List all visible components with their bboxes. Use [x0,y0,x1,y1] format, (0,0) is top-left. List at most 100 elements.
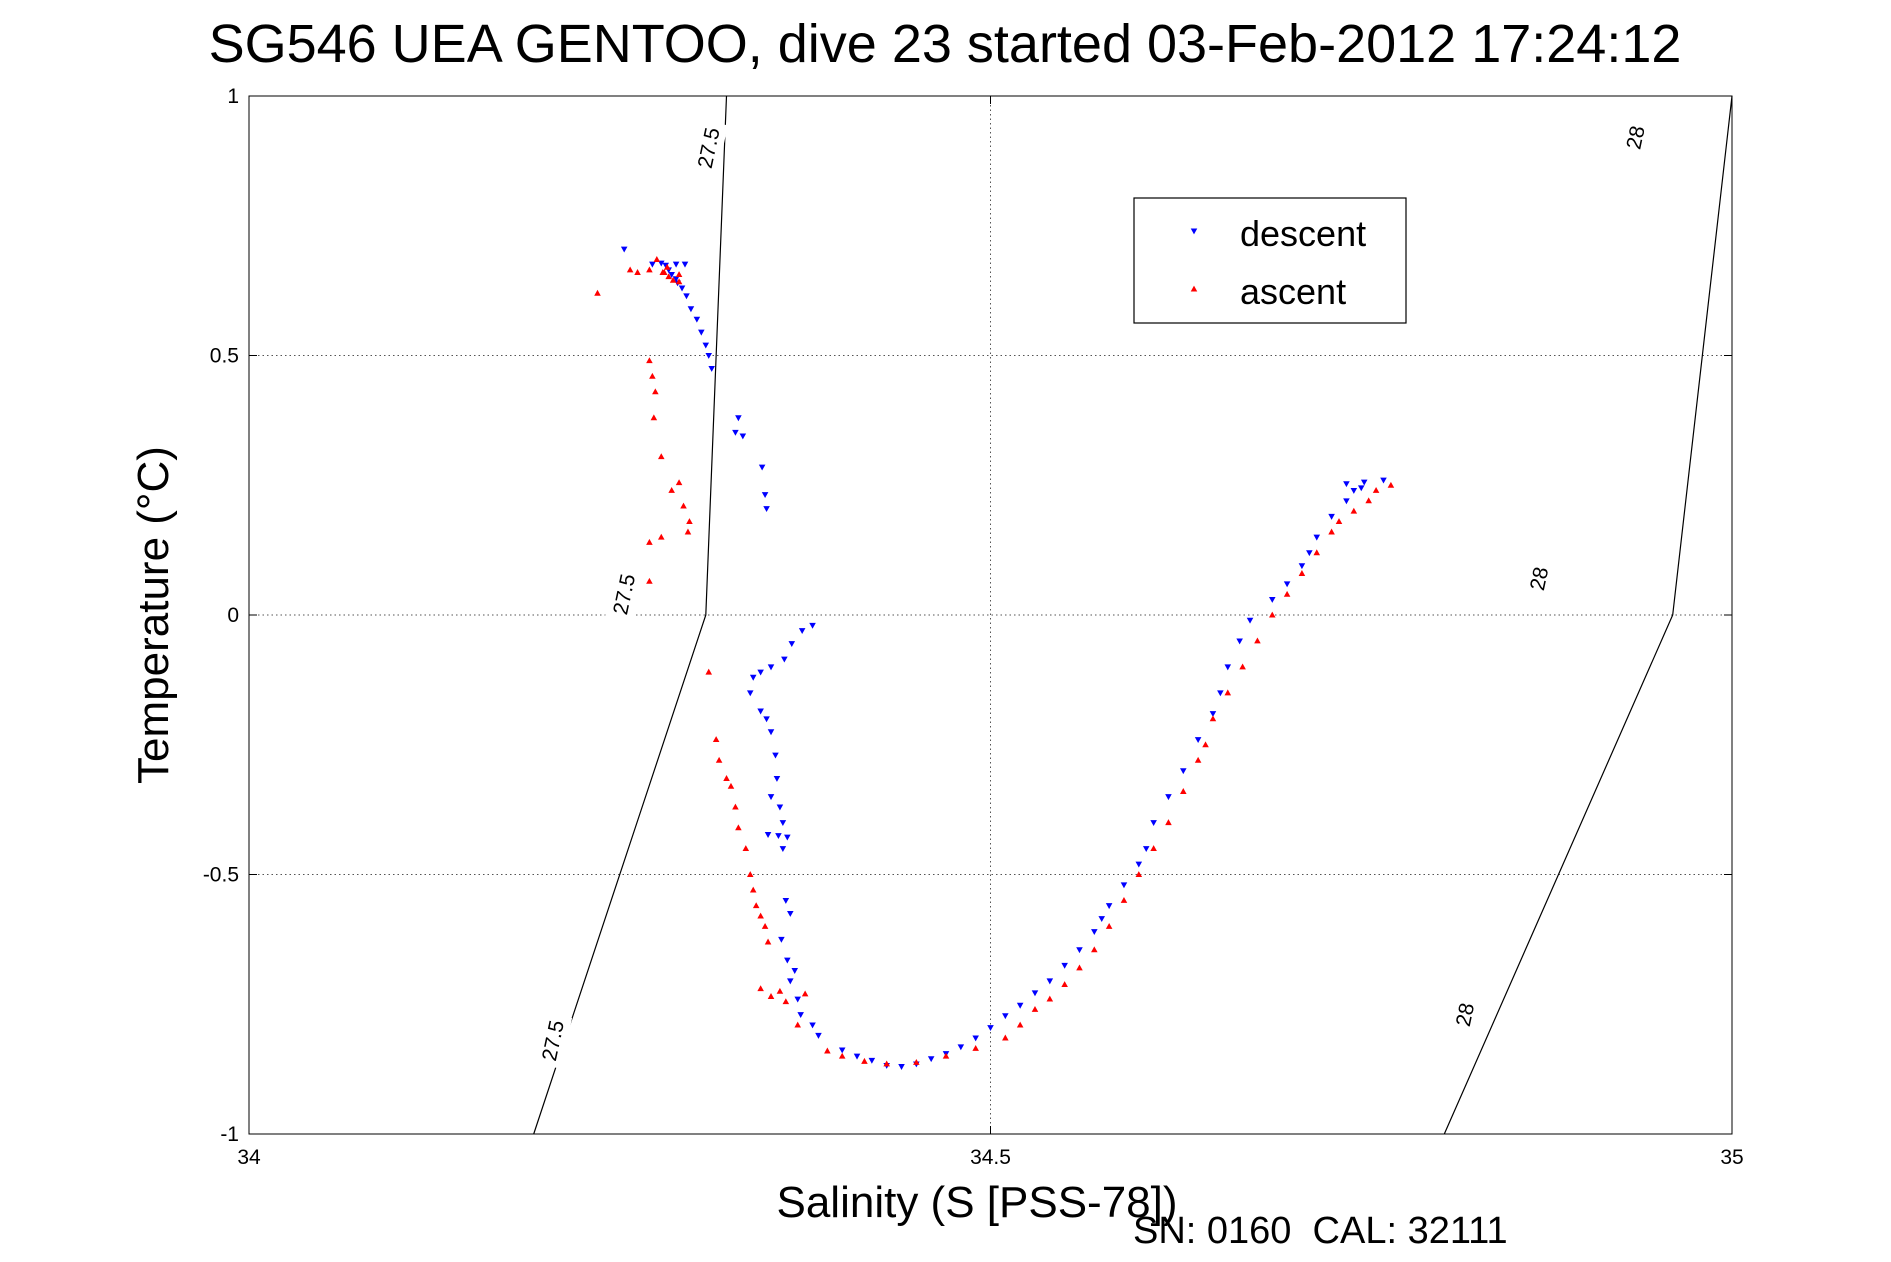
descent-point [853,1053,861,1060]
descent-point [746,690,754,697]
ascent-point [782,998,790,1005]
descent-point [779,820,787,827]
ascent-point [735,824,742,831]
descent-point [1306,550,1313,557]
descent-point [649,261,656,268]
ascent-point [705,668,713,675]
descent-point [797,1012,804,1019]
x-tick-label: 34.5 [970,1146,1011,1169]
ascent-point [657,533,665,540]
descent-point [1343,498,1350,505]
chart-title: SG546 UEA GENTOO, dive 23 started 03-Feb… [209,14,1682,74]
ascent-point [1268,611,1276,618]
descent-point [1217,690,1224,697]
x-tick-label: 34 [237,1146,261,1169]
ascent-point [1313,549,1321,556]
ascent-point [1135,871,1143,877]
descent-point [1091,929,1098,936]
isopycnal-label: 28 [1622,124,1649,152]
ascent-point [761,922,769,929]
ascent-point [883,1060,890,1067]
descent-point [1076,947,1083,954]
y-tick-label: 0 [227,604,239,627]
descent-point [1105,903,1113,910]
ascent-point [680,502,687,509]
descent-point [767,794,775,801]
y-tick-label: 0.5 [210,345,239,368]
descent-point [784,834,791,841]
y-tick-label: 1 [227,85,239,108]
descent-point [702,342,710,349]
descent-point [1194,737,1202,743]
ascent-point [646,577,653,584]
legend-label-descent: descent [1240,213,1366,254]
ascent-point [1209,715,1217,722]
descent-point [778,936,785,943]
ascent-point [652,388,659,395]
ascent-point [626,266,634,273]
ascent-point [668,487,675,493]
descent-point [987,1025,994,1032]
descent-point [739,433,747,440]
ascent-point [1061,981,1068,988]
ascent-point [650,414,658,421]
descent-point [1120,882,1128,889]
ascent-point [913,1058,920,1065]
descent-point [927,1056,935,1063]
descent-point [698,329,705,336]
descent-point [1002,1013,1009,1020]
ascent-point [727,782,735,789]
ascent-point [663,263,671,270]
descent-point [779,846,787,852]
descent-point [1283,581,1291,588]
isopycnal-label: 28 [1526,565,1553,593]
descent-point [794,996,801,1003]
isopycnal-line [533,95,728,1135]
descent-point [809,1022,816,1029]
ascent-point [646,538,653,545]
descent-point [1343,481,1350,488]
descent-point [620,246,628,253]
ascent-point [686,518,693,525]
footnote: SN: 0160 CAL: 32111 [1133,1210,1508,1252]
descent-point [1313,534,1321,541]
ascent-point [824,1047,831,1054]
ascent-point [653,256,661,262]
descent-point [815,1032,822,1039]
descent-point [784,957,791,964]
ascent-point [665,273,672,280]
descent-point [732,429,739,436]
descent-point [898,1064,905,1070]
descent-point [758,464,766,471]
descent-point [764,832,772,838]
y-axis-label: Temperature (°C) [129,446,178,784]
descent-point [1150,820,1157,827]
descent-point [1360,479,1368,486]
legend-label-ascent: ascent [1240,271,1346,312]
isopycnal-label: 28 [1452,1001,1479,1029]
ascent-point [1180,788,1187,794]
descent-point [781,656,788,663]
ascent-point [649,372,656,379]
isopycnal-label-bg [533,1012,573,1069]
ascent-point [742,845,750,852]
ascent-point [669,276,677,283]
descent-point [1165,794,1172,801]
ascent-point [746,871,754,877]
ascent-point [1254,637,1261,644]
descent-point [972,1035,979,1042]
ascent-point [715,756,723,763]
descent-point [776,804,784,811]
ascent-point [1120,897,1128,903]
descent-point [787,978,794,985]
descent-point [838,1047,846,1054]
legend: descent ascent [1133,197,1407,324]
descent-point [1298,563,1306,570]
ascent-point [1365,497,1372,504]
ascent-point [972,1044,979,1051]
descent-point [798,628,806,634]
ascent-point [752,902,760,909]
